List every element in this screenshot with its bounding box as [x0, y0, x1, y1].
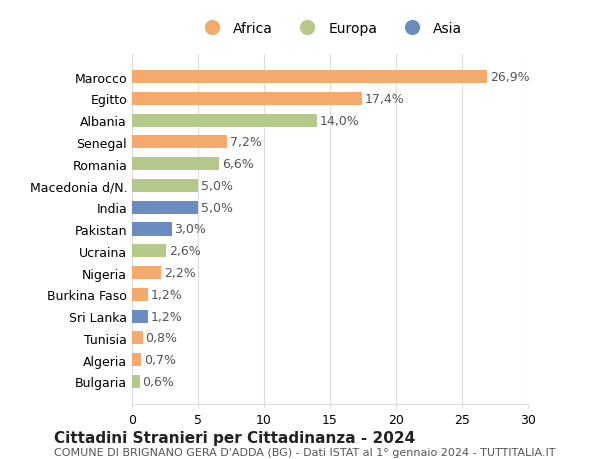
Bar	[132, 136, 227, 149]
Bar	[132, 375, 140, 388]
Text: 3,0%: 3,0%	[174, 223, 206, 236]
Bar	[132, 179, 198, 193]
Text: 0,6%: 0,6%	[143, 375, 175, 388]
Bar	[132, 288, 148, 301]
Legend: Africa, Europa, Asia: Africa, Europa, Asia	[193, 17, 467, 42]
Bar	[132, 93, 362, 106]
Text: 2,2%: 2,2%	[164, 267, 196, 280]
Bar	[132, 310, 148, 323]
Bar	[132, 114, 317, 128]
Text: 1,2%: 1,2%	[151, 310, 182, 323]
Bar	[132, 223, 172, 236]
Text: 7,2%: 7,2%	[230, 136, 262, 149]
Bar	[132, 331, 143, 345]
Text: 14,0%: 14,0%	[319, 114, 359, 128]
Bar	[132, 201, 198, 214]
Text: 1,2%: 1,2%	[151, 288, 182, 301]
Text: 0,7%: 0,7%	[144, 353, 176, 366]
Text: 5,0%: 5,0%	[200, 202, 233, 214]
Text: Cittadini Stranieri per Cittadinanza - 2024: Cittadini Stranieri per Cittadinanza - 2…	[54, 430, 415, 445]
Bar	[132, 353, 141, 366]
Text: COMUNE DI BRIGNANO GERA D'ADDA (BG) - Dati ISTAT al 1° gennaio 2024 - TUTTITALIA: COMUNE DI BRIGNANO GERA D'ADDA (BG) - Da…	[54, 447, 556, 457]
Bar	[132, 71, 487, 84]
Text: 2,6%: 2,6%	[169, 245, 201, 257]
Text: 17,4%: 17,4%	[364, 93, 404, 106]
Bar	[132, 158, 219, 171]
Bar	[132, 266, 161, 280]
Text: 5,0%: 5,0%	[200, 179, 233, 192]
Text: 26,9%: 26,9%	[490, 71, 529, 84]
Text: 0,8%: 0,8%	[145, 331, 177, 345]
Text: 6,6%: 6,6%	[222, 158, 254, 171]
Bar	[132, 245, 166, 258]
